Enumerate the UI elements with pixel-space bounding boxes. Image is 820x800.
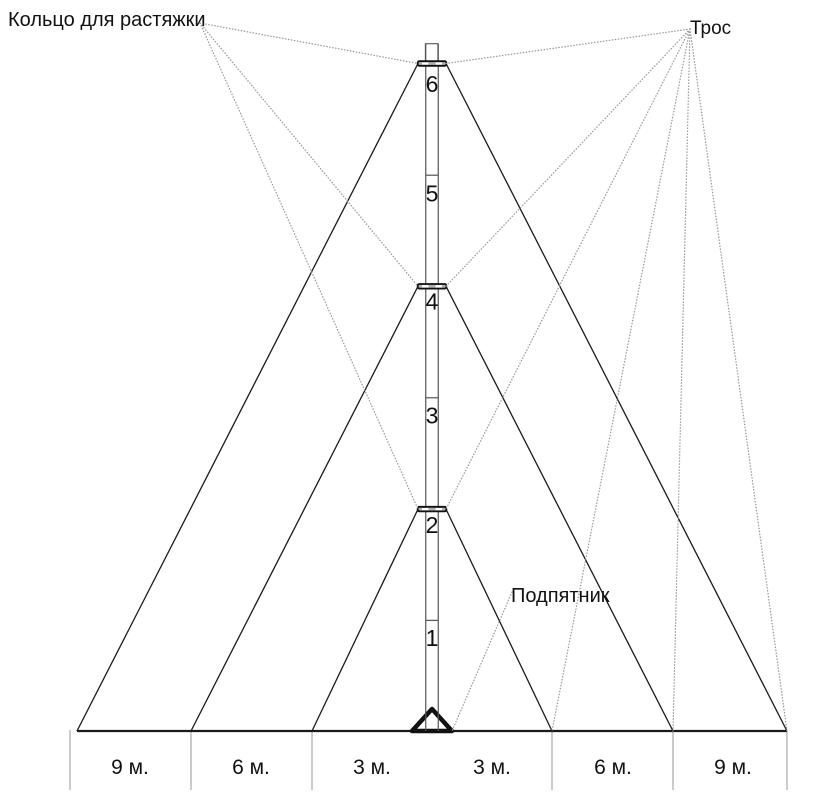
- svg-text:Трос: Трос: [690, 18, 731, 39]
- svg-text:3 м.: 3 м.: [473, 756, 511, 779]
- svg-text:9 м.: 9 м.: [714, 756, 752, 779]
- svg-text:6 м.: 6 м.: [232, 756, 270, 779]
- svg-text:5: 5: [426, 181, 439, 207]
- svg-text:Подпятник: Подпятник: [511, 585, 610, 607]
- svg-text:9 м.: 9 м.: [111, 756, 149, 779]
- svg-text:3: 3: [426, 402, 439, 428]
- svg-text:6: 6: [426, 71, 439, 97]
- svg-text:3 м.: 3 м.: [353, 756, 391, 779]
- svg-text:4: 4: [426, 289, 439, 315]
- svg-text:6 м.: 6 м.: [594, 756, 632, 779]
- svg-text:1: 1: [426, 625, 439, 651]
- svg-text:Кольцо для растяжки: Кольцо для растяжки: [8, 9, 206, 31]
- svg-text:2: 2: [426, 512, 439, 538]
